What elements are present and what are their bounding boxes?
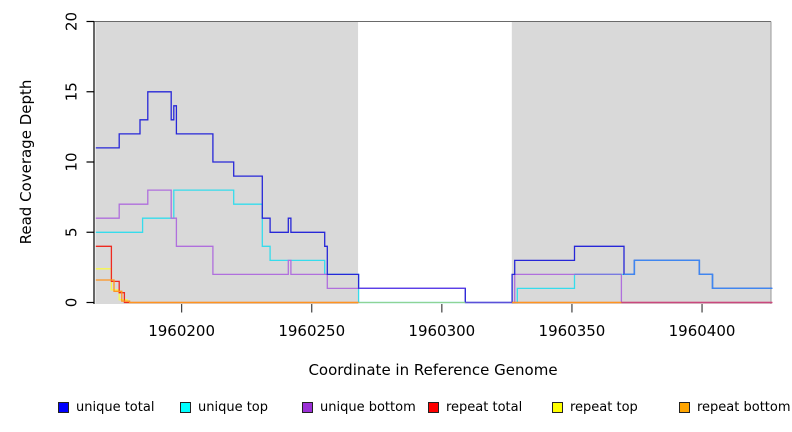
x-tick-label-1960250: 1960250 — [278, 322, 345, 340]
overlap-segment-right-dodger-mix — [624, 259, 773, 290]
series-line-repeat-bottom — [95, 279, 359, 304]
y-tick-label-15: 15 — [63, 82, 81, 101]
covered-region-band-2 — [511, 21, 771, 304]
series-line-unique-bottom — [95, 189, 773, 304]
x-tick-label-1960200: 1960200 — [148, 322, 215, 340]
x-tick-label-1960400: 1960400 — [669, 322, 736, 340]
x-axis-title: Coordinate in Reference Genome — [308, 361, 558, 379]
y-tick-label-5: 5 — [63, 227, 81, 237]
covered-region-band-1 — [95, 21, 359, 304]
y-tick-label-10: 10 — [63, 152, 81, 171]
series-line-unique-total — [95, 91, 773, 304]
y-tick-label-0: 0 — [63, 298, 81, 308]
y-axis-title: Read Coverage Depth — [17, 79, 35, 245]
y-tick-label-20: 20 — [63, 12, 81, 31]
x-tick-label-1960350: 1960350 — [539, 322, 606, 340]
x-tick-label-1960300: 1960300 — [408, 322, 475, 340]
